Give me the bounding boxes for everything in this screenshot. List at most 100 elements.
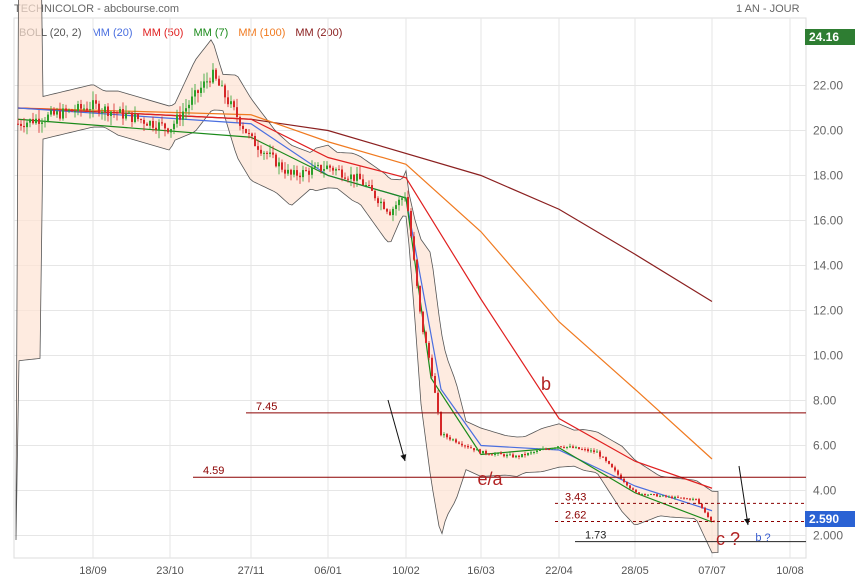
candle-body bbox=[125, 113, 127, 119]
candle-body bbox=[491, 454, 493, 456]
candle-body bbox=[623, 478, 625, 482]
arrow-to-support-head bbox=[400, 454, 407, 461]
candle-body bbox=[365, 185, 367, 187]
candle-body bbox=[50, 110, 52, 115]
candle-body bbox=[506, 454, 508, 457]
candle-body bbox=[425, 332, 427, 343]
candle-body bbox=[704, 507, 706, 513]
candle-body bbox=[515, 455, 517, 458]
candle-body bbox=[62, 108, 64, 119]
candle-body bbox=[137, 114, 139, 119]
x-tick-label: 23/10 bbox=[156, 565, 184, 577]
candle-body bbox=[521, 454, 523, 457]
candle-body bbox=[629, 485, 631, 489]
candle-body bbox=[476, 449, 478, 451]
candle-body bbox=[527, 452, 529, 456]
candle-body bbox=[65, 108, 67, 112]
candle-body bbox=[686, 498, 688, 500]
candle-body bbox=[32, 119, 34, 124]
candle-body bbox=[407, 196, 409, 211]
candle-body bbox=[650, 494, 652, 496]
candle-body bbox=[203, 81, 205, 88]
candle-body bbox=[419, 285, 421, 312]
candle-body bbox=[533, 451, 535, 453]
candle-body bbox=[122, 109, 124, 119]
arrow-to-target-head bbox=[744, 518, 751, 525]
y-tick-label: 14.00 bbox=[813, 259, 843, 273]
candle-body bbox=[209, 81, 211, 83]
candle-body bbox=[329, 165, 331, 168]
candle-body bbox=[20, 123, 22, 126]
candle-body bbox=[605, 457, 607, 461]
candle-body bbox=[578, 447, 580, 450]
candle-body bbox=[452, 439, 454, 441]
y-tick-label: 2.000 bbox=[813, 529, 843, 543]
level-label: 7.45 bbox=[256, 401, 277, 413]
candle-body bbox=[293, 170, 295, 175]
x-tick-label: 22/04 bbox=[545, 565, 573, 577]
x-tick-label: 18/09 bbox=[79, 565, 107, 577]
candle-body bbox=[17, 123, 19, 125]
candle-body bbox=[326, 165, 328, 170]
candle-body bbox=[602, 456, 604, 458]
candle-body bbox=[83, 108, 85, 110]
candle-body bbox=[710, 517, 712, 521]
candle-body bbox=[701, 503, 703, 508]
candle-body bbox=[167, 128, 169, 133]
candle-body bbox=[617, 470, 619, 475]
candle-body bbox=[176, 114, 178, 124]
candle-body bbox=[428, 342, 430, 358]
candle-body bbox=[530, 452, 532, 454]
candle-body bbox=[410, 210, 412, 237]
candle-body bbox=[128, 112, 130, 114]
arrow-to-support bbox=[387, 399, 406, 462]
candle-body bbox=[611, 463, 613, 468]
candle-body bbox=[158, 122, 160, 130]
axes: 22.00 20.00 18.00 16.00 14.00 12.00 10.00 8.00 6… bbox=[79, 79, 843, 578]
y-tick-label: 6.00 bbox=[813, 439, 837, 453]
legend-mm100: MM (100) bbox=[238, 27, 286, 39]
annotation-label: e/a bbox=[477, 469, 503, 489]
candle-body bbox=[614, 467, 616, 471]
candle-body bbox=[497, 452, 499, 454]
candle-body bbox=[401, 198, 403, 200]
ma-line bbox=[17, 107, 713, 512]
candle-body bbox=[569, 446, 571, 448]
candle-body bbox=[524, 454, 526, 456]
candle-body bbox=[197, 90, 199, 93]
candle-body bbox=[68, 109, 70, 112]
candle-body bbox=[362, 179, 364, 186]
candle-body bbox=[314, 165, 316, 168]
arrow-to-target bbox=[738, 465, 749, 526]
candle-body bbox=[101, 111, 103, 114]
candle-body bbox=[80, 103, 82, 109]
candle-body bbox=[392, 208, 394, 216]
candle-body bbox=[230, 101, 232, 105]
chart-title: TECHNICOLOR - abcbourse.com bbox=[14, 3, 180, 15]
candle-body bbox=[671, 496, 673, 499]
period-label[interactable]: 1 AN - JOUR bbox=[736, 3, 800, 15]
last-price-badge: 2.590 bbox=[805, 511, 855, 527]
legend-mm200: MM (200) bbox=[295, 27, 343, 39]
y-tick-label: 8.00 bbox=[813, 394, 837, 408]
candle-body bbox=[626, 481, 628, 486]
candle-body bbox=[71, 109, 73, 112]
candle-body bbox=[35, 118, 37, 124]
y-tick-label: 22.00 bbox=[813, 79, 843, 93]
candle-body bbox=[218, 78, 220, 86]
x-tick-label: 10/08 bbox=[776, 565, 804, 577]
legend-mm50: MM (50) bbox=[142, 27, 184, 39]
candle-body bbox=[563, 446, 565, 448]
candle-body bbox=[239, 117, 241, 126]
candle-body bbox=[140, 118, 142, 120]
candle-body bbox=[566, 446, 568, 448]
candle-body bbox=[377, 198, 379, 204]
candle-body bbox=[194, 90, 196, 97]
candle-body bbox=[479, 449, 481, 454]
candle-body bbox=[26, 122, 28, 128]
candle-body bbox=[464, 445, 466, 447]
candle-body bbox=[545, 448, 547, 450]
x-tick-label: 16/03 bbox=[467, 565, 495, 577]
candle-body bbox=[431, 357, 433, 377]
candle-body bbox=[179, 114, 181, 120]
